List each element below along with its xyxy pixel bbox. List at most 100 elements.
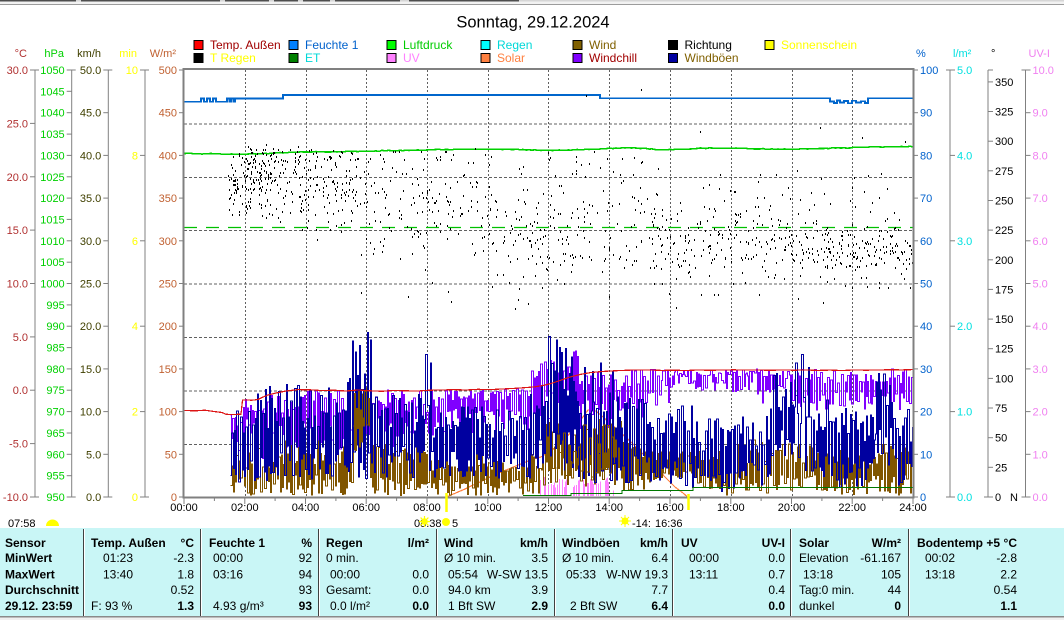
svg-text:50: 50: [920, 279, 932, 291]
svg-text:40: 40: [920, 321, 932, 333]
svg-text:km/h: km/h: [520, 536, 548, 550]
svg-text:5.0: 5.0: [13, 332, 28, 344]
svg-text:5.0: 5.0: [957, 65, 972, 77]
svg-text:07:58: 07:58: [8, 518, 36, 530]
svg-text:1040: 1040: [40, 108, 64, 120]
svg-text:1035: 1035: [40, 129, 64, 141]
svg-text:1010: 1010: [40, 236, 64, 248]
svg-text:2.0: 2.0: [957, 321, 972, 333]
svg-text:3.9: 3.9: [531, 583, 548, 597]
svg-text:dunkel: dunkel: [799, 599, 834, 613]
svg-text:5: 5: [452, 518, 458, 530]
svg-text:W/m²: W/m²: [872, 536, 901, 550]
svg-text:Windböen: Windböen: [685, 51, 739, 65]
svg-text:960: 960: [46, 449, 64, 461]
svg-text:1.0: 1.0: [1033, 449, 1048, 461]
svg-text:Feuchte 1: Feuchte 1: [209, 536, 265, 550]
svg-text:15.0: 15.0: [7, 225, 28, 237]
svg-text:Solar: Solar: [497, 51, 525, 65]
svg-text:6.0: 6.0: [1033, 236, 1048, 248]
svg-text:970: 970: [46, 407, 64, 419]
svg-text:-2.8: -2.8: [996, 551, 1017, 565]
svg-text:00:02: 00:02: [925, 551, 955, 565]
svg-text:50: 50: [165, 449, 177, 461]
svg-text:70: 70: [920, 193, 932, 205]
svg-text:175: 175: [995, 284, 1013, 296]
svg-text:2 Bft SW: 2 Bft SW: [570, 599, 618, 613]
svg-text:50: 50: [995, 433, 1007, 445]
svg-text:10:00: 10:00: [474, 502, 502, 514]
svg-text:250: 250: [995, 196, 1013, 208]
svg-text:965: 965: [46, 428, 64, 440]
svg-text:200: 200: [159, 321, 177, 333]
svg-text:2: 2: [132, 407, 138, 419]
svg-text:-2.3: -2.3: [173, 551, 194, 565]
svg-text:94.0 km: 94.0 km: [448, 583, 491, 597]
svg-text:1050: 1050: [40, 65, 64, 77]
svg-text:Wind: Wind: [444, 536, 473, 550]
svg-text:94: 94: [299, 568, 313, 582]
svg-text:100: 100: [159, 407, 177, 419]
svg-text:0.0: 0.0: [1033, 492, 1048, 504]
svg-text:275: 275: [995, 166, 1013, 178]
svg-text:100: 100: [920, 65, 938, 77]
svg-text:-14:: -14:: [632, 518, 651, 530]
svg-text:05:54: 05:54: [448, 568, 478, 582]
svg-text:0: 0: [132, 492, 138, 504]
svg-text:13:11: 13:11: [689, 568, 718, 582]
svg-text:W/m²: W/m²: [150, 48, 177, 60]
svg-text:975: 975: [46, 385, 64, 397]
svg-text:9.0: 9.0: [1033, 108, 1048, 120]
svg-text:Feuchte 1: Feuchte 1: [305, 38, 359, 52]
svg-text:35.0: 35.0: [80, 193, 101, 205]
svg-text:T Regen: T Regen: [210, 51, 256, 65]
svg-text:Regen: Regen: [497, 38, 532, 52]
svg-text:24:00: 24:00: [899, 502, 927, 514]
svg-text:250: 250: [159, 279, 177, 291]
svg-text:ET: ET: [305, 51, 321, 65]
svg-text:90: 90: [920, 108, 932, 120]
svg-text:W-SW 13.5: W-SW 13.5: [487, 568, 548, 582]
svg-text:6: 6: [132, 236, 138, 248]
svg-text:1.3: 1.3: [177, 599, 194, 613]
svg-text:40.0: 40.0: [80, 150, 101, 162]
svg-text:25: 25: [995, 462, 1007, 474]
svg-text:93: 93: [299, 583, 313, 597]
svg-text:3.5: 3.5: [531, 551, 548, 565]
svg-text:-10.0: -10.0: [3, 492, 28, 504]
svg-text:Durchschnitt: Durchschnitt: [5, 583, 79, 597]
svg-text:10: 10: [126, 65, 138, 77]
svg-text:0.0: 0.0: [86, 492, 101, 504]
svg-text:Bodentemp +5: Bodentemp +5: [917, 536, 1000, 550]
svg-text:04:00: 04:00: [292, 502, 320, 514]
svg-text:0.54: 0.54: [994, 583, 1018, 597]
svg-text:350: 350: [159, 193, 177, 205]
svg-text:995: 995: [46, 300, 64, 312]
svg-text:UV: UV: [681, 536, 698, 550]
svg-text:500: 500: [159, 65, 177, 77]
svg-text:2.9: 2.9: [531, 599, 548, 613]
svg-text:l/m²: l/m²: [953, 48, 972, 60]
svg-text:Sensor: Sensor: [5, 536, 46, 550]
svg-text:10.0: 10.0: [1033, 65, 1054, 77]
svg-text:4.93 g/m³: 4.93 g/m³: [213, 599, 264, 613]
svg-text:0 min.: 0 min.: [326, 551, 359, 565]
svg-text:18:00: 18:00: [717, 502, 745, 514]
svg-text:0.52: 0.52: [171, 583, 195, 597]
svg-text:450: 450: [159, 108, 177, 120]
svg-text:45.0: 45.0: [80, 108, 101, 120]
svg-text:13:40: 13:40: [103, 568, 133, 582]
svg-text:Sonntag, 29.12.2024: Sonntag, 29.12.2024: [456, 14, 609, 32]
svg-text:5.0: 5.0: [86, 449, 101, 461]
svg-text:08:00: 08:00: [413, 502, 441, 514]
svg-text:Windchill: Windchill: [589, 51, 637, 65]
svg-text:200: 200: [995, 255, 1013, 267]
svg-text:20.0: 20.0: [7, 172, 28, 184]
svg-text:Temp. Außen: Temp. Außen: [210, 38, 281, 52]
svg-text:7.7: 7.7: [651, 583, 668, 597]
svg-text:6.4: 6.4: [651, 599, 668, 613]
svg-text:0.0: 0.0: [412, 583, 429, 597]
svg-text:00:00: 00:00: [170, 502, 198, 514]
svg-text:km/h: km/h: [640, 536, 668, 550]
svg-text:l/m²: l/m²: [408, 536, 429, 550]
